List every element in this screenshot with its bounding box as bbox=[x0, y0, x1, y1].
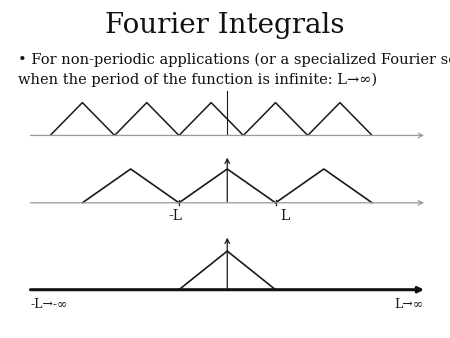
Text: -L: -L bbox=[169, 209, 183, 223]
Text: L→∞: L→∞ bbox=[395, 298, 423, 311]
Text: • For non-periodic applications (or a specialized Fourier series
when the period: • For non-periodic applications (or a sp… bbox=[18, 52, 450, 87]
Text: L: L bbox=[280, 209, 290, 223]
Text: Fourier Integrals: Fourier Integrals bbox=[105, 12, 345, 39]
Text: -L→-∞: -L→-∞ bbox=[31, 298, 68, 311]
